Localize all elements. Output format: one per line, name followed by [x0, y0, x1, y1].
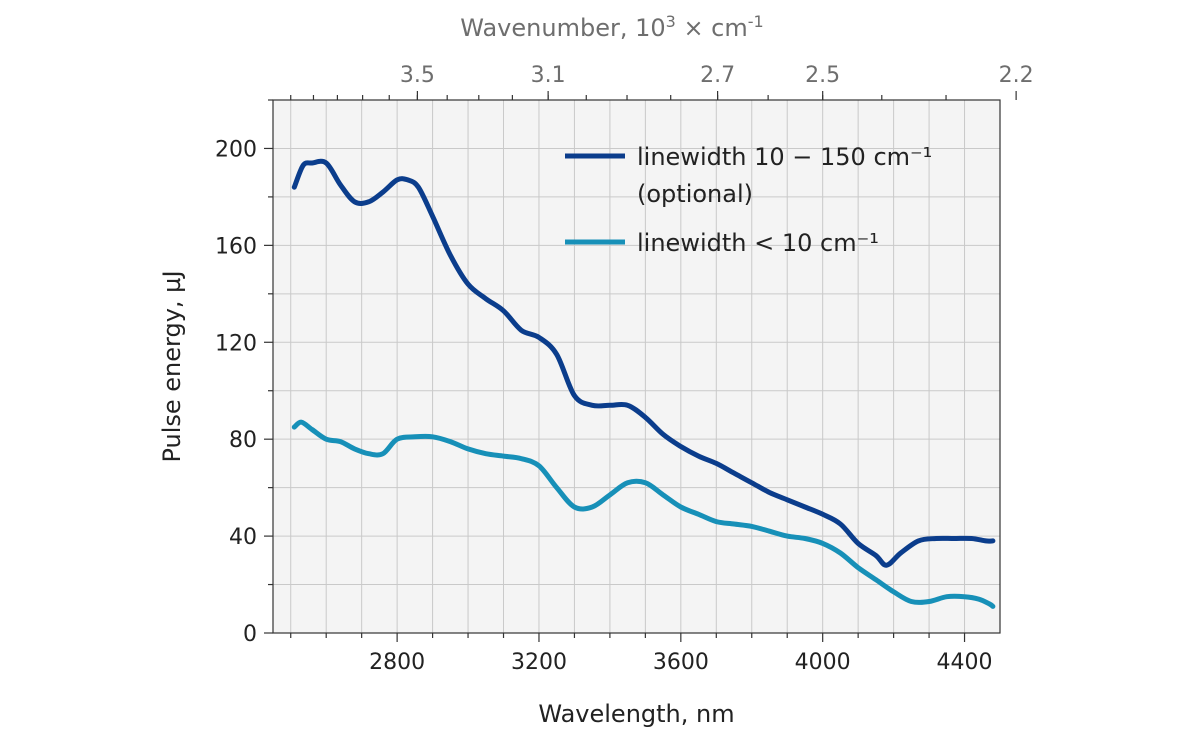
x-tick-label: 3200 [511, 650, 567, 675]
y-tick-label: 120 [215, 331, 257, 356]
series-line-1 [291, 158, 996, 568]
axis-ticks [264, 91, 1017, 642]
top-tick-label: 2.2 [999, 63, 1034, 88]
legend-label-2: linewidth < 10 cm⁻¹ [637, 229, 879, 257]
x-tick-label: 3600 [653, 650, 709, 675]
top-axis-title: Wavenumber, 103 × cm-1 [460, 12, 763, 42]
y-axis-title: Pulse energy, µJ [158, 270, 186, 462]
series-line-2 [291, 419, 996, 609]
legend-label-1-line2: (optional) [637, 180, 753, 208]
y-tick-label: 160 [215, 234, 257, 259]
plot-area [273, 100, 1000, 633]
y-tick-label: 200 [215, 137, 257, 162]
tick-labels: 2800 3200 3600 4000 4400 0 40 80 120 160 200 3.5 3.1… [215, 63, 1034, 675]
grid-lines [273, 100, 1000, 633]
y-tick-label: 40 [229, 525, 257, 550]
top-axis-title-suffix: × cm [676, 14, 748, 42]
legend: linewidth 10 − 150 cm⁻¹ (optional) linewid… [565, 143, 932, 257]
top-axis-title-prefix: Wavenumber, 10 [460, 14, 665, 42]
y-tick-label: 80 [229, 428, 257, 453]
top-tick-label: 3.5 [400, 63, 435, 88]
top-tick-label: 3.1 [531, 63, 566, 88]
top-tick-label: 2.5 [805, 63, 840, 88]
top-axis-title-sup2: -1 [748, 12, 764, 31]
x-tick-label: 2800 [369, 650, 425, 675]
x-tick-label: 4400 [937, 650, 993, 675]
x-tick-label: 4000 [795, 650, 851, 675]
series-layer [291, 158, 996, 609]
y-tick-label: 0 [243, 622, 257, 647]
legend-label-1: linewidth 10 − 150 cm⁻¹ [637, 143, 932, 171]
x-axis-title: Wavelength, nm [538, 700, 734, 728]
top-axis-title-sup: 3 [666, 12, 676, 31]
top-tick-label: 2.7 [700, 63, 735, 88]
plot-frame [272, 99, 1001, 634]
